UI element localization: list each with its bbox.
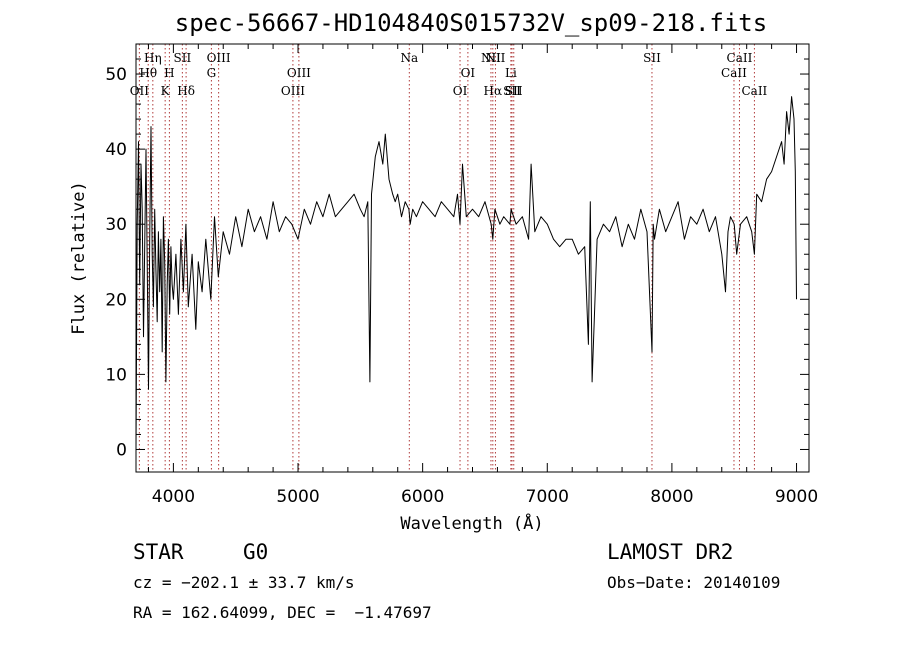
- y-tick-label: 20: [105, 290, 127, 310]
- line-label-4: H: [164, 66, 174, 80]
- survey-label: LAMOST DR2: [607, 540, 734, 564]
- y-tick-label: 10: [105, 365, 127, 385]
- line-label-0: OII: [130, 84, 150, 98]
- x-tick-label: 8000: [650, 487, 693, 507]
- y-tick-label: 50: [105, 65, 127, 85]
- chart-title: spec-56667-HD104840S015732V_sp09-218.fit…: [175, 9, 767, 37]
- x-tick-label: 6000: [401, 487, 444, 507]
- redshift-readout: cz = −202.1 ± 33.7 km/s: [133, 573, 355, 592]
- line-label-14: NII: [481, 51, 501, 65]
- line-label-22: CaII: [727, 51, 753, 65]
- line-label-9: OIII: [281, 84, 305, 98]
- y-tick-label: 30: [105, 215, 127, 235]
- line-label-23: CaII: [741, 84, 767, 98]
- line-label-3: K: [161, 84, 171, 98]
- coordinates-readout: RA = 162.64099, DEC = −1.47697: [133, 603, 432, 622]
- spectrum-line: [135, 96, 797, 450]
- x-tick-label: 4000: [152, 487, 195, 507]
- line-label-5: SII: [174, 51, 192, 65]
- line-label-2: Hη: [144, 51, 162, 65]
- line-label-16: NII: [485, 51, 505, 65]
- line-label-11: Na: [400, 51, 418, 65]
- x-tick-label: 7000: [526, 487, 569, 507]
- line-label-18: SII: [503, 84, 521, 98]
- y-axis-ticks: 0 10 20 30 40 50: [105, 43, 809, 460]
- line-label-20: SII: [643, 51, 661, 65]
- line-label-19: SII: [505, 84, 523, 98]
- x-tick-label: 9000: [775, 487, 818, 507]
- spectral-line-labels: OIIHθHηKHSIIHδGOIIIOIIIOIIINaOIOINIIHαNI…: [130, 51, 768, 98]
- obs-date: Obs−Date: 20140109: [607, 573, 781, 592]
- line-label-7: G: [207, 66, 217, 80]
- y-tick-label: 40: [105, 140, 127, 160]
- line-label-15: Hα: [484, 84, 503, 98]
- y-tick-label: 0: [116, 440, 127, 460]
- line-label-17: Li: [505, 66, 517, 80]
- x-tick-label: 5000: [276, 487, 319, 507]
- class-label: STAR: [133, 540, 184, 564]
- x-axis-ticks: 4000 5000 6000 7000 8000 9000: [147, 44, 818, 507]
- line-label-13: OI: [461, 66, 476, 80]
- plot-frame: [135, 43, 810, 473]
- x-axis-label: Wavelength (Å): [400, 512, 543, 534]
- subclass-label: G0: [243, 540, 269, 564]
- spectral-line-markers: [138, 44, 755, 472]
- line-label-1: Hθ: [139, 66, 157, 80]
- line-label-8: OIII: [207, 51, 231, 65]
- line-label-21: CaII: [721, 66, 747, 80]
- line-label-12: OI: [453, 84, 468, 98]
- y-axis-label: Flux (relative): [69, 181, 89, 335]
- line-label-10: OIII: [287, 66, 311, 80]
- line-label-6: Hδ: [177, 84, 195, 98]
